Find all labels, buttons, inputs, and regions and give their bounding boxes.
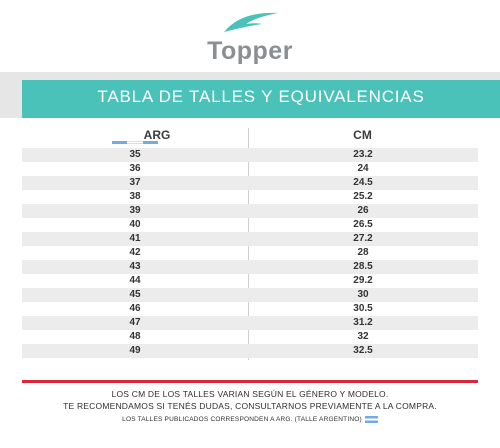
cell-cm: 32.5 xyxy=(353,345,373,356)
cell-cm: 31.2 xyxy=(353,317,373,328)
table-row: 47 31.2 xyxy=(22,316,478,330)
cell-arg: 42 xyxy=(129,247,141,258)
cell-arg: 36 xyxy=(129,163,141,174)
cell-cm: 24 xyxy=(357,163,369,174)
column-header-arg: ARG xyxy=(143,128,171,142)
footer-note-3: LOS TALLES PUBLICADOS CORRESPONDEN A ARG… xyxy=(0,416,500,423)
cell-arg: 44 xyxy=(129,275,141,286)
table-row: 49 32.5 xyxy=(22,344,478,358)
footer-divider xyxy=(22,380,478,383)
footer-note-1: LOS CM DE LOS TALLES VARIAN SEGÚN EL GÉN… xyxy=(111,389,389,399)
table-row: 37 24.5 xyxy=(22,176,478,190)
cell-cm: 28 xyxy=(357,247,369,258)
cell-arg: 45 xyxy=(129,289,141,300)
argentina-flag-underline xyxy=(112,141,158,144)
table-row: 40 26.5 xyxy=(22,218,478,232)
table-body: 35 23.2 36 24 37 24.5 38 25.2 39 26 40 26.5 41 27.2 42… xyxy=(22,148,478,358)
table-row: 41 27.2 xyxy=(22,232,478,246)
table-row: 35 23.2 xyxy=(22,148,478,162)
column-header-cm: CM xyxy=(353,128,372,142)
cell-arg: 37 xyxy=(129,177,141,188)
cell-cm: 29.2 xyxy=(353,275,373,286)
table-row: 43 28.5 xyxy=(22,260,478,274)
cell-cm: 23.2 xyxy=(353,149,373,160)
cell-cm: 24.5 xyxy=(353,177,373,188)
table-row: 44 29.2 xyxy=(22,274,478,288)
cell-arg: 39 xyxy=(129,205,141,216)
brand-name: Topper xyxy=(207,37,293,65)
cell-cm: 28.5 xyxy=(353,261,373,272)
banner xyxy=(22,80,500,118)
table-row: 42 28 xyxy=(22,246,478,260)
table-row: 39 26 xyxy=(22,204,478,218)
cell-arg: 46 xyxy=(129,303,141,314)
cell-cm: 30.5 xyxy=(353,303,373,314)
table-row: 45 30 xyxy=(22,288,478,302)
cell-cm: 27.2 xyxy=(353,233,373,244)
brand-logo: Topper xyxy=(0,0,500,72)
cell-cm: 26.5 xyxy=(353,219,373,230)
page-title: TABLA DE TALLES Y EQUIVALENCIAS xyxy=(97,87,425,106)
cell-arg: 38 xyxy=(129,191,141,202)
cell-arg: 47 xyxy=(129,317,141,328)
table-row: 48 32 xyxy=(22,330,478,344)
table-row: 38 25.2 xyxy=(22,190,478,204)
cell-cm: 25.2 xyxy=(353,191,373,202)
cell-arg: 40 xyxy=(129,219,141,230)
cell-arg: 49 xyxy=(129,345,141,356)
footer-note-3-text: LOS TALLES PUBLICADOS CORRESPONDEN A ARG… xyxy=(122,416,362,424)
table-row: 46 30.5 xyxy=(22,302,478,316)
cell-arg: 35 xyxy=(129,149,141,160)
footer-note-2: TE RECOMENDAMOS SI TENÉS DUDAS, CONSULTA… xyxy=(63,401,437,411)
cell-arg: 43 xyxy=(129,261,141,272)
cell-cm: 32 xyxy=(357,331,369,342)
argentina-flag-icon xyxy=(364,416,378,423)
cell-arg: 48 xyxy=(129,331,141,342)
table-row: 36 24 xyxy=(22,162,478,176)
topper-swoosh-icon xyxy=(224,12,278,32)
cell-cm: 30 xyxy=(357,289,369,300)
cell-arg: 41 xyxy=(129,233,141,244)
cell-cm: 26 xyxy=(357,205,369,216)
